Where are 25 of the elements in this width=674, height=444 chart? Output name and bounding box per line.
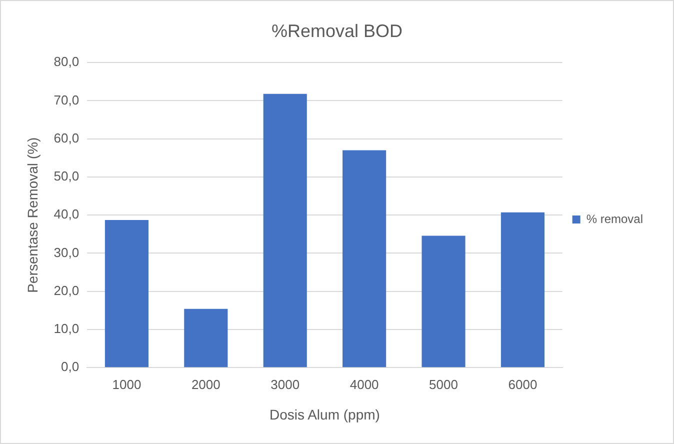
y-tick-label: 50,0 — [54, 168, 80, 184]
bar — [104, 220, 148, 368]
bar — [500, 212, 544, 368]
x-tick-label: 5000 — [429, 376, 458, 392]
legend-label: % removal — [586, 212, 644, 226]
y-tick-label: 60,0 — [54, 130, 80, 146]
x-tick-label: 6000 — [508, 376, 538, 392]
x-tick-label: 4000 — [350, 376, 379, 392]
x-axis-title: Dosis Alum (ppm) — [269, 406, 380, 422]
bar — [342, 150, 386, 368]
y-tick-label: 80,0 — [54, 54, 80, 70]
bar — [184, 308, 228, 368]
y-tick-label: 0,0 — [61, 359, 80, 374]
y-tick-label: 10,0 — [54, 321, 80, 336]
y-tick-label: 20,0 — [54, 282, 80, 298]
y-axis-title: Persentase Removal (%) — [24, 137, 40, 293]
x-tick-label: 2000 — [191, 376, 220, 392]
chart-title: %Removal BOD — [271, 20, 403, 41]
y-tick-label: 40,0 — [54, 206, 80, 222]
bar — [263, 94, 307, 368]
bar — [422, 236, 466, 368]
x-tick-label: 1000 — [112, 376, 142, 392]
y-tick-label: 70,0 — [54, 92, 80, 108]
y-tick-label: 30,0 — [54, 244, 80, 260]
x-tick-label: 3000 — [270, 376, 300, 392]
